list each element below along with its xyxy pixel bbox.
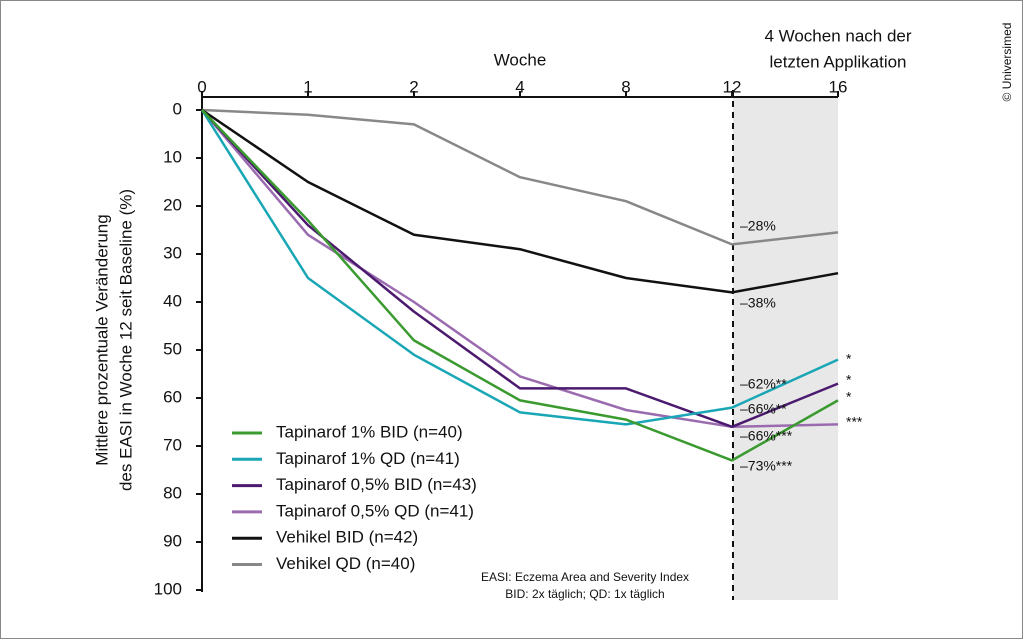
series-line [201,109,839,429]
period-label: letzten Applikation [769,52,906,71]
y-tick-label: 0 [173,99,182,118]
y-tick-label: 70 [163,435,182,454]
y-tick-label: 100 [154,579,182,598]
y-tick-label: 50 [163,339,182,358]
annotation: * [846,372,852,388]
x-tick-label: 8 [621,77,630,96]
footnote: BID: 2x täglich; QD: 1x täglich [505,587,664,601]
y-tick-label: 40 [163,291,182,310]
legend-label: Tapinarof 1% QD (n=41) [276,449,460,468]
follow-up-shade [733,97,838,600]
x-tick-label: 0 [197,77,206,96]
series-line [201,108,839,246]
annotation: –62%** [740,376,787,392]
legend-label: Vehikel BID (n=42) [276,528,418,547]
legend-label: Vehikel QD (n=40) [276,554,415,573]
y-tick-label: 10 [163,147,182,166]
x-tick-label: 4 [515,77,524,96]
y-tick-label: 80 [163,483,182,502]
y-tick-label: 60 [163,387,182,406]
x-tick-label: 12 [723,77,742,96]
series-line [201,109,839,462]
annotation: * [846,351,852,367]
x-axis-title: Woche [494,50,547,69]
annotation: –66%*** [740,428,793,444]
credit: © Universimed [1000,23,1014,102]
y-tick-label: 20 [163,195,182,214]
y-axis-title: Mittlere prozentuale Veränderung [92,214,111,465]
series-line [200,109,839,426]
legend-label: Tapinarof 0,5% QD (n=41) [276,501,474,520]
series-line [201,108,839,294]
annotation: –28% [740,218,776,234]
annotation: * [846,389,852,405]
annotation: –66%** [740,401,787,417]
annotation: –38% [740,295,776,311]
legend-label: Tapinarof 1% BID (n=40) [276,422,463,441]
annotation: *** [846,414,863,430]
y-tick-label: 30 [163,243,182,262]
x-tick-label: 2 [409,77,418,96]
annotation: –73%*** [740,458,793,474]
footnote: EASI: Eczema Area and Severity Index [481,570,689,584]
x-tick-label: 16 [829,77,848,96]
legend-label: Tapinarof 0,5% BID (n=43) [276,475,477,494]
y-axis-title: des EASI in Woche 12 seit Baseline (%) [116,189,135,491]
x-tick-label: 1 [303,77,312,96]
period-label: 4 Wochen nach der [764,26,911,45]
y-tick-label: 90 [163,531,182,550]
